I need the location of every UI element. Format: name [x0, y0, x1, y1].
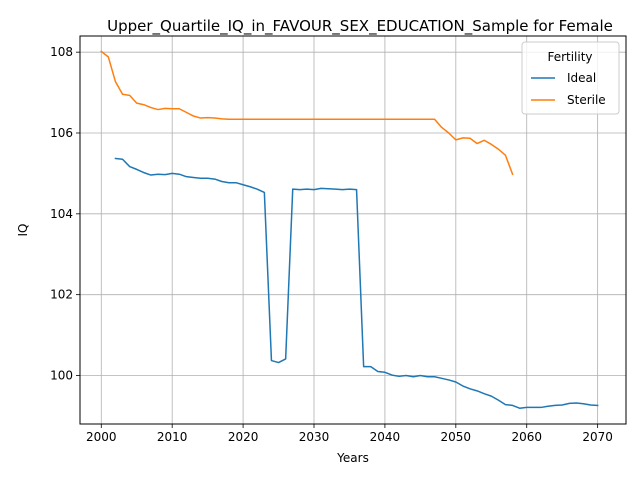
x-tick-label: 2060	[511, 430, 542, 444]
y-axis: 100 102 104 106 108	[50, 45, 80, 383]
legend-box	[521, 41, 620, 115]
y-tick-label: 100	[50, 369, 73, 383]
x-tick-label: 2040	[370, 430, 401, 444]
y-tick-label: 106	[50, 126, 73, 140]
chart-title: Upper_Quartile_IQ_in_FAVOUR_SEX_EDUCATIO…	[107, 17, 613, 36]
x-axis-label: Years	[336, 451, 369, 465]
y-axis-label: IQ	[16, 224, 30, 237]
x-tick-label: 2000	[86, 430, 117, 444]
x-tick-label: 2030	[299, 430, 330, 444]
x-tick-label: 2070	[582, 430, 613, 444]
series-line-ideal	[114, 157, 599, 409]
x-tick-label: 2010	[157, 430, 188, 444]
legend-title: Fertility	[547, 50, 592, 64]
series-line-sterile	[100, 50, 514, 176]
legend-label-sterile: Sterile	[567, 93, 606, 107]
y-tick-label: 104	[50, 207, 73, 221]
axes-frame	[79, 35, 627, 425]
y-tick-label: 108	[50, 45, 73, 59]
x-tick-label: 2020	[228, 430, 259, 444]
x-tick-label: 2050	[441, 430, 472, 444]
y-tick-label: 102	[50, 288, 73, 302]
x-axis: 2000 2010 2020 2030 2040 2050 2060 2070	[86, 424, 613, 444]
legend: Fertility Ideal Sterile	[521, 41, 620, 115]
legend-label-ideal: Ideal	[567, 71, 596, 85]
series-lines	[100, 50, 599, 409]
